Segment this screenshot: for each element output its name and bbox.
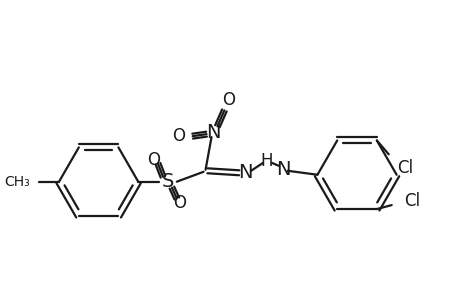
Text: S: S bbox=[162, 172, 174, 191]
Text: O: O bbox=[172, 127, 185, 145]
Text: N: N bbox=[276, 160, 291, 179]
Text: O: O bbox=[147, 151, 160, 169]
Text: Cl: Cl bbox=[403, 192, 420, 210]
Text: H: H bbox=[260, 152, 273, 170]
Text: N: N bbox=[206, 123, 220, 142]
Text: O: O bbox=[221, 91, 234, 109]
Text: O: O bbox=[173, 194, 186, 212]
Text: Cl: Cl bbox=[396, 159, 412, 177]
Text: N: N bbox=[237, 163, 252, 182]
Text: CH₃: CH₃ bbox=[5, 175, 30, 189]
